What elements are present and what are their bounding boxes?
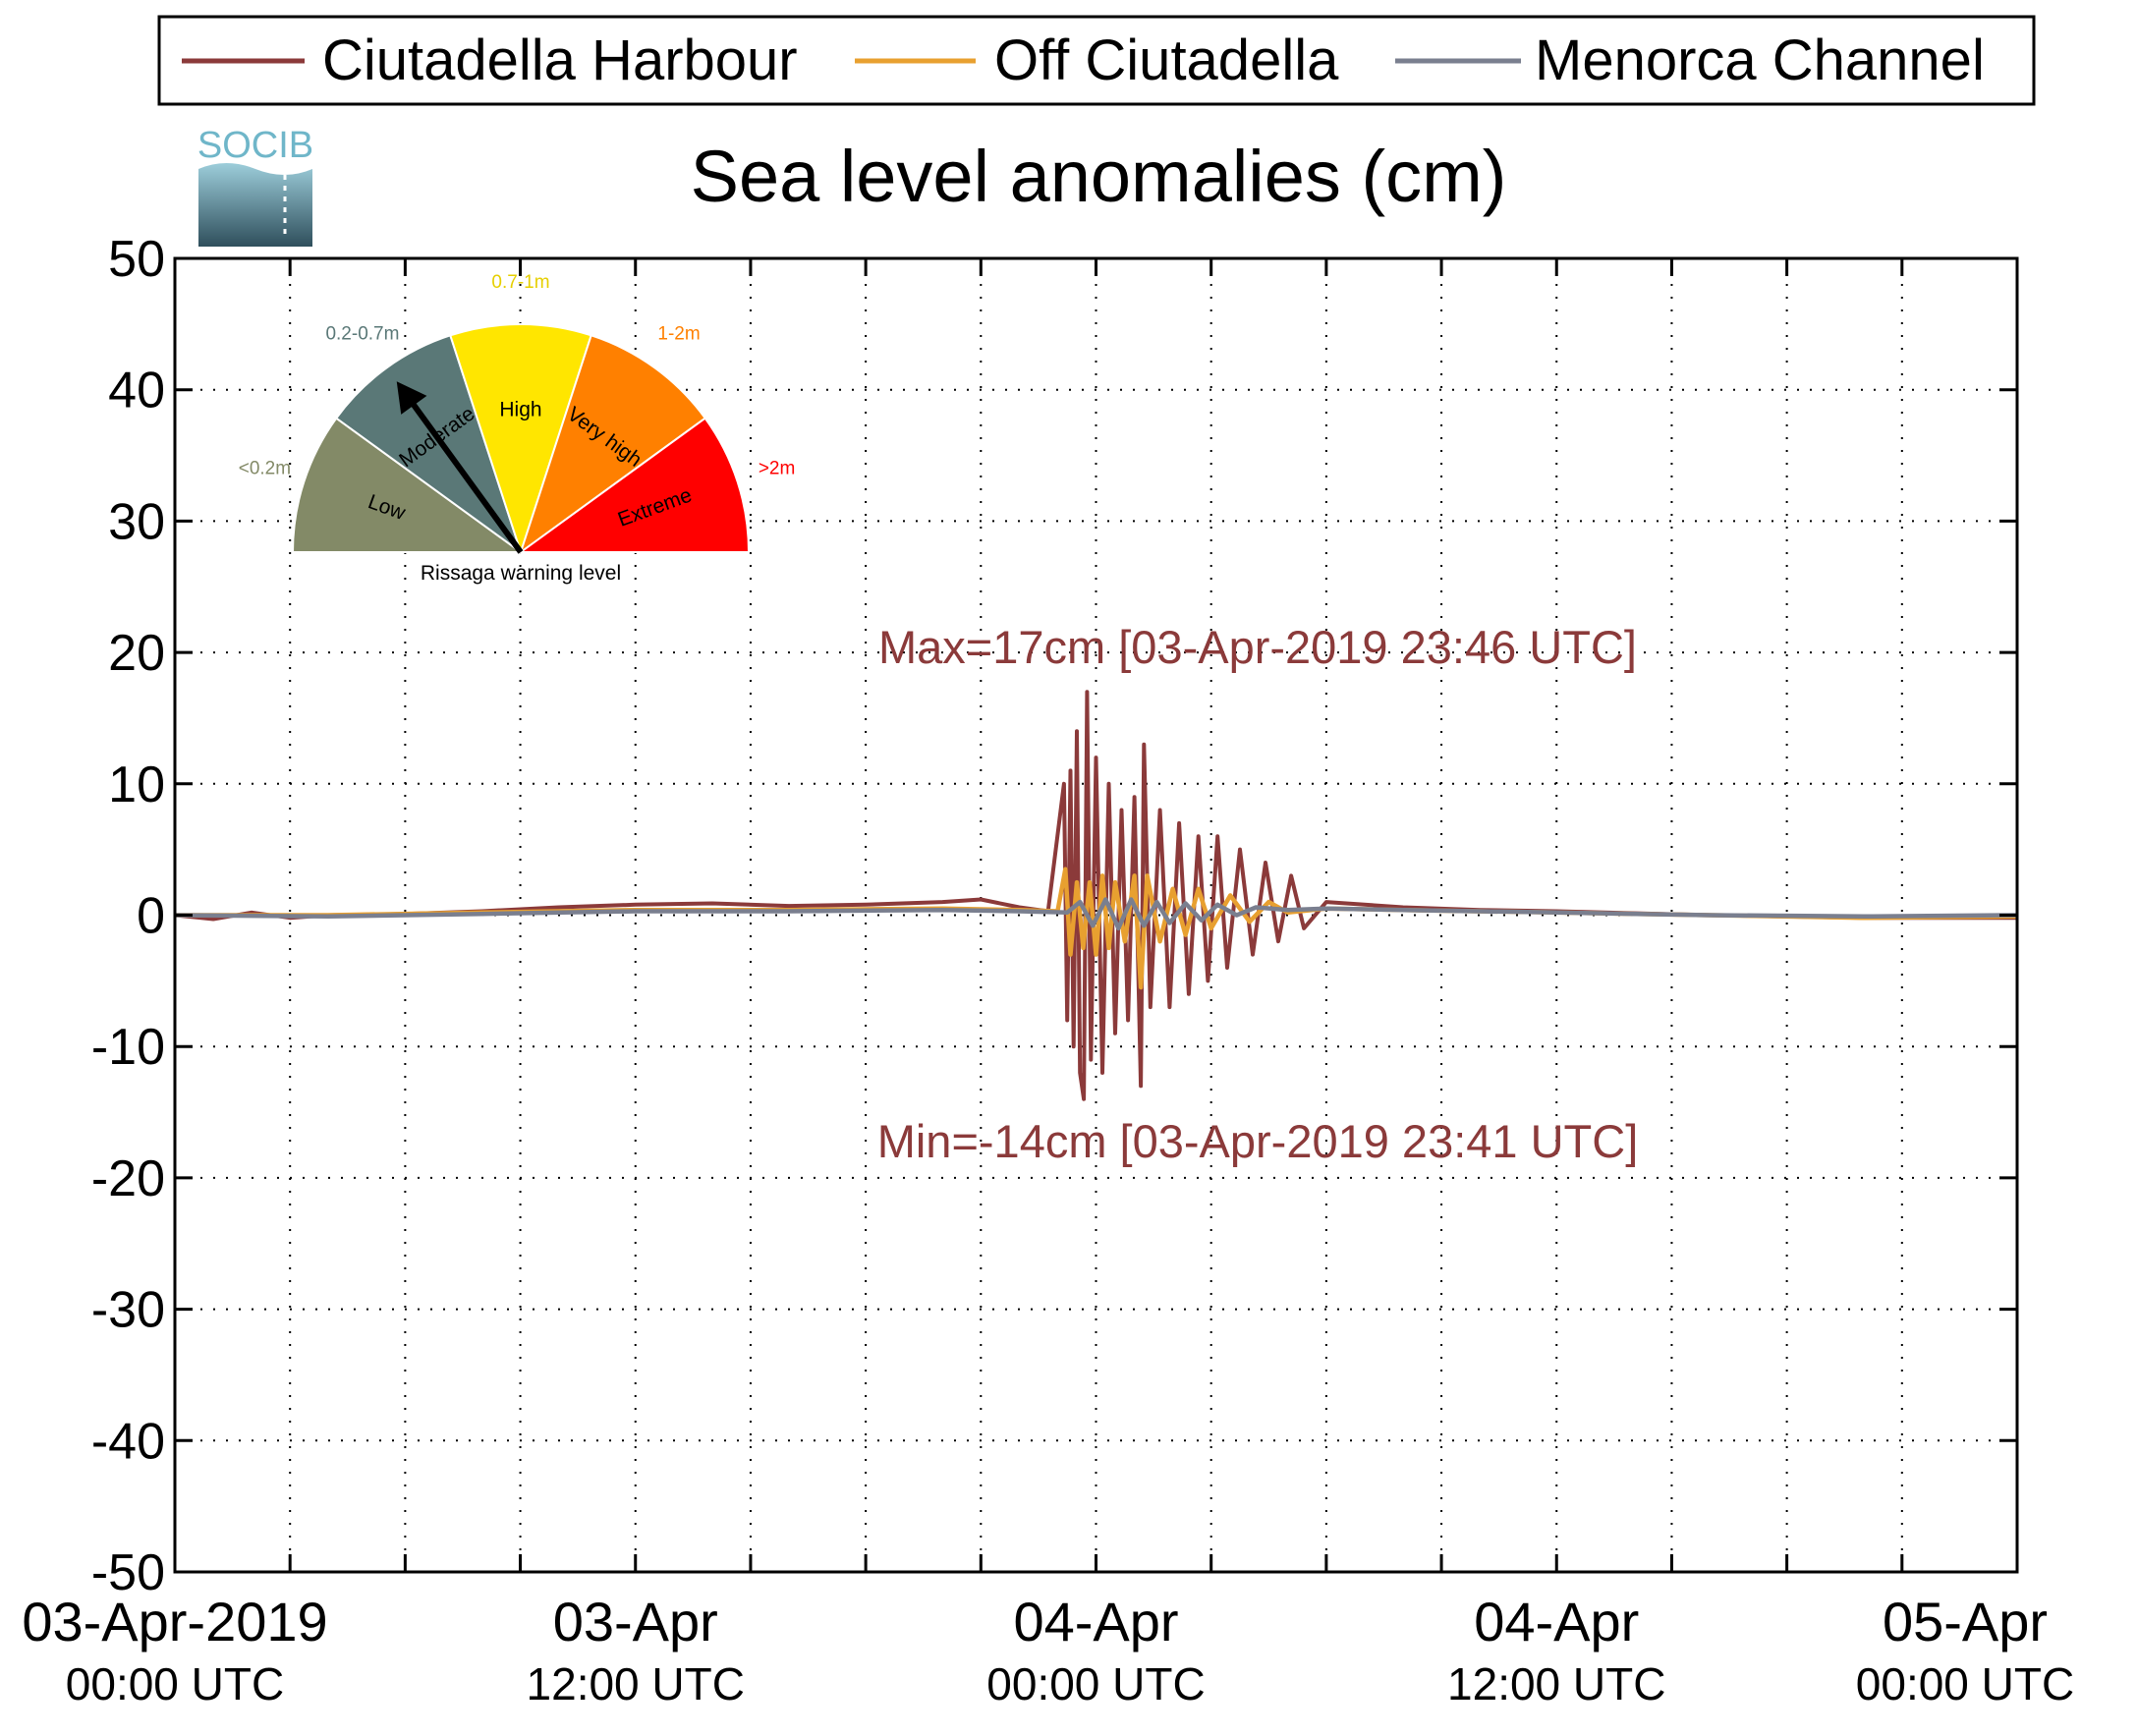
x-tick-label-date: 04-Apr — [1474, 1591, 1639, 1652]
max-annotation: Max=17cm [03-Apr-2019 23:46 UTC] — [878, 621, 1637, 673]
y-tick-label: -30 — [91, 1282, 165, 1339]
y-tick-label: -10 — [91, 1019, 165, 1076]
x-tick-label-date: 03-Apr — [553, 1591, 718, 1652]
gauge-sector — [449, 323, 592, 556]
gauge-pointer-head — [396, 381, 427, 415]
x-axis: 03-Apr-2019 00:00 UTC 03-Apr 12:00 UTC 04-Ap… — [22, 258, 2074, 1709]
logo-wave-crest — [198, 162, 312, 175]
series-line-2 — [175, 867, 2018, 990]
min-annotation: Min=-14cm [03-Apr-2019 23:41 UTC] — [877, 1115, 1639, 1167]
x-tick-label-time: 00:00 UTC — [66, 1658, 284, 1709]
y-tick-label: 10 — [108, 756, 165, 813]
gauge-sector — [291, 417, 525, 553]
legend-label: Off Ciutadella — [994, 28, 1339, 92]
x-tick-label-time: 00:00 UTC — [986, 1658, 1205, 1709]
x-tick-label-time: 12:00 UTC — [1447, 1658, 1665, 1709]
series-line-3 — [174, 897, 2018, 931]
gauge-sector — [517, 417, 751, 553]
y-tick-label: 20 — [108, 625, 165, 682]
y-axis: 50 40 30 20 10 0 -10 -20 -30 -40 -50 — [91, 231, 2017, 1601]
gauge-pointer — [397, 384, 524, 554]
x-tick-label-time: 12:00 UTC — [527, 1658, 745, 1709]
gauge-range-label: >2m — [759, 458, 796, 478]
y-tick-label: -40 — [91, 1413, 165, 1470]
legend-box — [157, 15, 2036, 106]
socib-logo: SOCIB — [197, 125, 313, 247]
logo-wave — [198, 162, 312, 247]
legend: Ciutadella Harbour Off Ciutadella Menorca … — [157, 15, 2036, 106]
logo-text: SOCIB — [197, 125, 313, 166]
data-series — [174, 690, 2018, 1101]
legend-label: Ciutadella Harbour — [322, 28, 798, 92]
gauge-sector — [334, 334, 523, 555]
y-tick-label: -50 — [91, 1544, 165, 1601]
y-tick-label: 30 — [108, 493, 165, 550]
x-tick-label-time: 00:00 UTC — [1856, 1658, 2074, 1709]
chart-title: Sea level anomalies (cm) — [691, 136, 1507, 217]
gauge-range-label: 1-2m — [657, 323, 700, 344]
gauge-level-name: High — [499, 399, 541, 421]
x-tick-label-date: 03-Apr-2019 — [22, 1591, 327, 1652]
y-tick-label: 40 — [108, 363, 165, 420]
gauge-sector — [519, 334, 707, 555]
y-tick-label: 0 — [137, 888, 165, 945]
gauge-range-label: 0.7-1m — [491, 272, 549, 293]
legend-label: Menorca Channel — [1535, 28, 1985, 92]
y-tick-label: -20 — [91, 1150, 165, 1207]
x-tick-label-date: 04-Apr — [1013, 1591, 1178, 1652]
gauge-range-label: <0.2m — [239, 458, 291, 478]
gauge-caption: Rissaga warning level — [421, 562, 621, 585]
y-tick-label: 50 — [108, 231, 165, 288]
x-tick-label-date: 05-Apr — [1883, 1591, 2048, 1652]
gauge-range-label: 0.2-0.7m — [325, 323, 399, 344]
